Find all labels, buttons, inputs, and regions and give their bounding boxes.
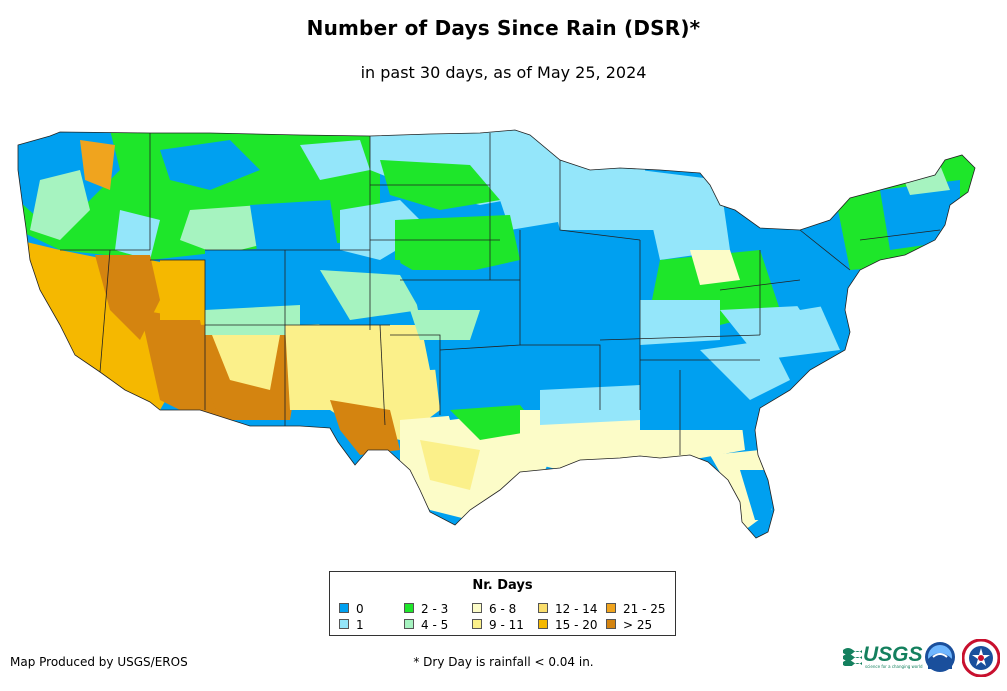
- legend-swatch: [538, 603, 548, 613]
- legend-label: 0: [356, 602, 364, 616]
- legend: Nr. Days 0 1 2 - 3 4 - 5 6 - 8 9 - 11 12…: [329, 571, 676, 636]
- legend-swatch: [404, 603, 414, 613]
- legend-swatch: [472, 619, 482, 629]
- legend-swatch: [538, 619, 548, 629]
- map-title: Number of Days Since Rain (DSR)*: [306, 16, 701, 40]
- legend-swatch: [606, 603, 616, 613]
- dry-day-footnote: * Dry Day is rainfall < 0.04 in.: [413, 655, 594, 669]
- legend-label: 15 - 20: [555, 618, 598, 632]
- legend-label: 21 - 25: [623, 602, 666, 616]
- legend-label: > 25: [623, 618, 653, 632]
- noaa-logo-icon: [925, 642, 955, 672]
- legend-swatch: [606, 619, 616, 629]
- legend-label: 1: [356, 618, 364, 632]
- legend-swatch: [404, 619, 414, 629]
- legend-swatch: [472, 603, 482, 613]
- usgs-wordmark: USGS: [863, 643, 923, 666]
- legend-label: 9 - 11: [489, 618, 524, 632]
- legend-swatch: [339, 603, 349, 613]
- map-credit: Map Produced by USGS/EROS: [10, 655, 188, 669]
- legend-label: 12 - 14: [555, 602, 598, 616]
- legend-swatch: [339, 619, 349, 629]
- map-subtitle: in past 30 days, as of May 25, 2024: [360, 63, 647, 82]
- legend-label: 4 - 5: [421, 618, 449, 632]
- legend-label: 2 - 3: [421, 602, 449, 616]
- usgs-logo: USGS science for a changing world: [843, 644, 923, 669]
- legend-label: 6 - 8: [489, 602, 517, 616]
- nws-logo-icon: [962, 639, 1000, 677]
- legend-title: Nr. Days: [472, 578, 533, 593]
- usgs-tagline: science for a changing world: [865, 664, 923, 669]
- usgs-waves-icon: [843, 648, 862, 666]
- us-dsr-map: [17, 129, 976, 539]
